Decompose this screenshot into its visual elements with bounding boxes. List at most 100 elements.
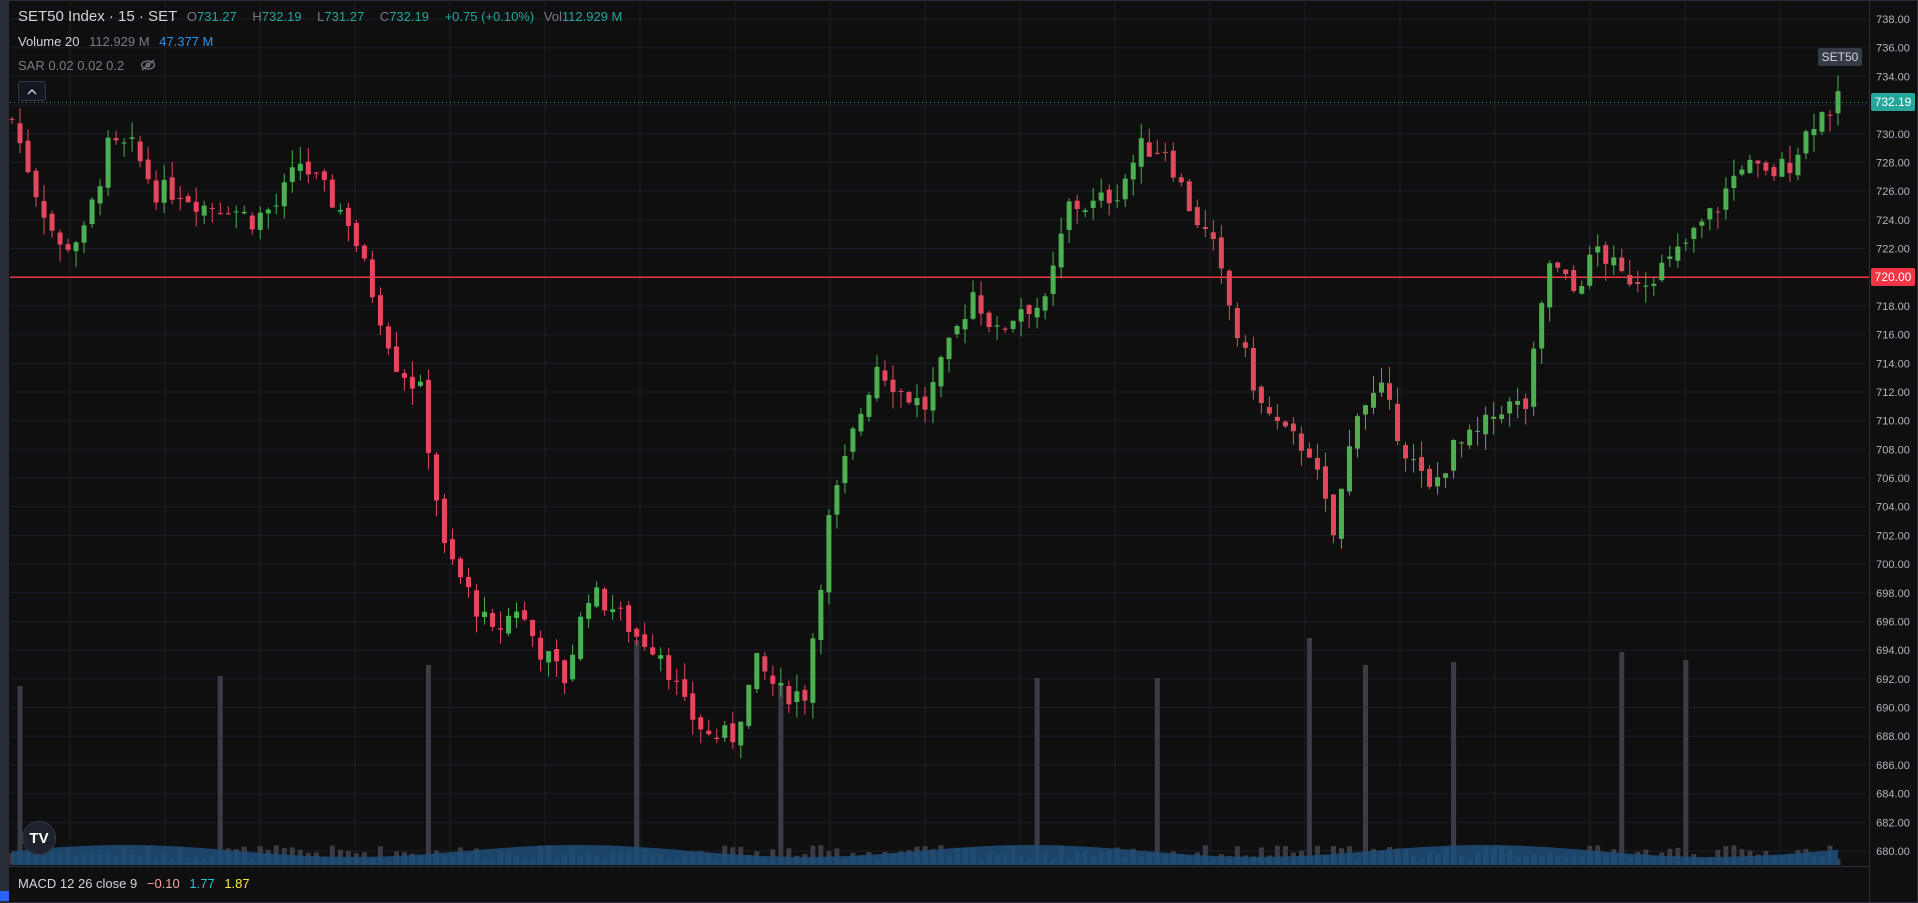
candle-body: [129, 137, 135, 139]
candle-body: [938, 357, 944, 387]
tradingview-logo[interactable]: TV: [22, 821, 56, 855]
eye-off-icon[interactable]: [140, 59, 156, 74]
candle-body: [313, 172, 319, 174]
candle-body: [1050, 265, 1056, 294]
candle-body: [1459, 442, 1465, 444]
sar-indicator-name[interactable]: SAR 0.02 0.02 0.2: [18, 58, 125, 73]
price-tick-label: 722.00: [1876, 244, 1910, 256]
candle-body: [674, 680, 680, 682]
candle-body: [874, 366, 880, 399]
candle-body: [474, 590, 480, 617]
candle-body: [1387, 383, 1393, 400]
candle-body: [1066, 201, 1072, 230]
candle-body: [1122, 178, 1128, 200]
candle-body: [1194, 207, 1200, 226]
candle-body: [1811, 128, 1817, 136]
volume-bar: [1034, 678, 1040, 865]
candle-body: [17, 123, 23, 144]
candle-body: [1723, 188, 1729, 210]
level-price-tag: 720.00: [1871, 268, 1915, 287]
candle-body: [722, 725, 728, 738]
candle-body: [922, 396, 928, 410]
volume-bar: [1362, 665, 1368, 865]
candle-body: [409, 376, 415, 389]
candle-body: [1507, 401, 1513, 414]
price-axis-ticks: 738.00736.00734.00732.00730.00728.00726.…: [1876, 14, 1910, 858]
price-tick-label: 730.00: [1876, 129, 1910, 141]
candle-body: [538, 637, 544, 660]
price-tick-label: 696.00: [1876, 616, 1910, 628]
pane-marker: [0, 891, 9, 901]
macd-indicator-name[interactable]: MACD 12 26 close 9: [18, 876, 138, 891]
candle-body: [1691, 227, 1697, 240]
sar-legend[interactable]: SAR 0.02 0.02 0.2: [18, 58, 162, 74]
candle-body: [169, 177, 175, 200]
candle-body: [177, 197, 183, 200]
candle-body: [1218, 237, 1224, 269]
candle-body: [562, 660, 568, 684]
candle-body: [514, 611, 520, 618]
candle-body: [1266, 407, 1272, 414]
candle-body: [1587, 254, 1593, 286]
candle-body: [1707, 208, 1713, 220]
candle-body: [1427, 468, 1433, 487]
price-axis-divider: [1869, 0, 1870, 903]
candle-body: [1018, 309, 1024, 322]
candle-body: [906, 392, 912, 403]
candle-body: [281, 182, 287, 207]
candle-body: [778, 682, 784, 686]
candle-body: [930, 382, 936, 411]
candle-body: [249, 215, 255, 230]
candle-body: [1643, 285, 1649, 287]
collapse-legend-button[interactable]: [18, 81, 46, 101]
price-tick-label: 706.00: [1876, 473, 1910, 485]
candle-body: [1835, 91, 1841, 114]
candle-body: [650, 647, 656, 655]
candle-body: [530, 619, 536, 637]
candle-body: [1539, 303, 1545, 349]
price-tick-label: 692.00: [1876, 674, 1910, 686]
price-tick-label: 702.00: [1876, 530, 1910, 542]
candle-body: [1739, 169, 1745, 175]
candle-body: [81, 225, 87, 243]
macd-legend[interactable]: MACD 12 26 close 9 −0.10 1.77 1.87: [18, 876, 256, 891]
candle-body: [522, 610, 528, 620]
candle-body: [1330, 494, 1336, 536]
volume-bar: [1234, 846, 1240, 865]
price-tick-label: 714.00: [1876, 358, 1910, 370]
candle-body: [1362, 405, 1368, 415]
candle-body: [9, 118, 15, 120]
symbol-title[interactable]: SET50 Index · 15 · SET: [18, 8, 178, 25]
candle-body: [1779, 158, 1785, 177]
volume-bar: [778, 683, 784, 865]
candle-body: [417, 381, 423, 386]
candle-body: [153, 180, 159, 203]
candle-body: [1627, 274, 1633, 285]
candle-body: [986, 312, 992, 328]
candle-body: [482, 611, 488, 618]
volume-indicator-name[interactable]: Volume 20: [18, 34, 80, 49]
candle-body: [802, 689, 808, 701]
candle-body: [970, 292, 976, 319]
volume-bar: [217, 676, 223, 865]
candle-body: [1795, 154, 1801, 176]
ohlc-change: +0.75 (+0.10%): [444, 9, 535, 24]
candle-body: [65, 244, 71, 250]
candles: [9, 75, 1841, 759]
candle-body: [401, 373, 407, 378]
volume-legend[interactable]: Volume 20 112.929 M 47.377 M: [18, 34, 219, 49]
candle-body: [1819, 112, 1825, 132]
symbol-legend[interactable]: SET50 Index · 15 · SET O731.27 H732.19 L…: [18, 8, 634, 25]
candle-body: [113, 138, 119, 141]
candle-body: [1547, 263, 1553, 308]
candle-body: [25, 140, 31, 173]
candle-body: [1747, 159, 1753, 173]
candle-body: [1154, 152, 1160, 154]
candle-body: [1651, 283, 1657, 286]
candle-body: [594, 587, 600, 607]
candle-body: [666, 655, 672, 681]
candle-body: [265, 209, 271, 214]
candle-body: [1555, 262, 1561, 268]
candle-body: [1290, 423, 1296, 432]
